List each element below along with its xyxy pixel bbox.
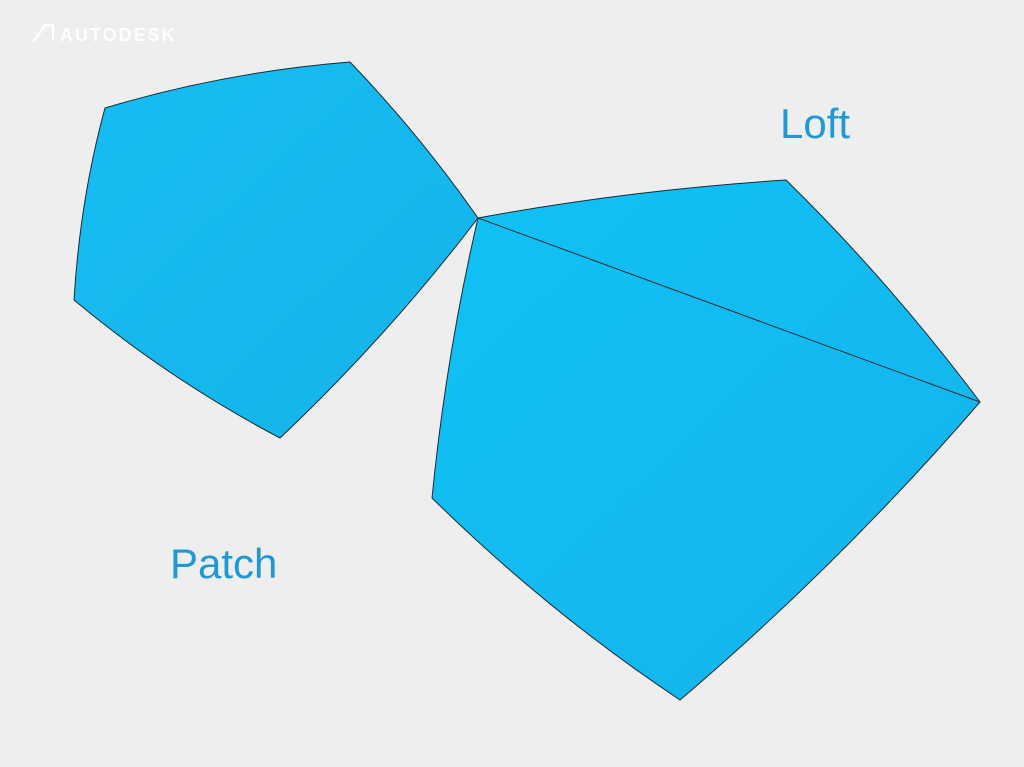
scene-svg (0, 0, 1024, 767)
diagram-canvas: AUTODESK Patch Loft (0, 0, 1024, 767)
loft-label: Loft (780, 100, 850, 148)
patch-label: Patch (170, 540, 277, 588)
autodesk-logo-icon (32, 24, 54, 47)
brand-logo: AUTODESK (32, 24, 177, 47)
brand-name: AUTODESK (60, 25, 177, 46)
